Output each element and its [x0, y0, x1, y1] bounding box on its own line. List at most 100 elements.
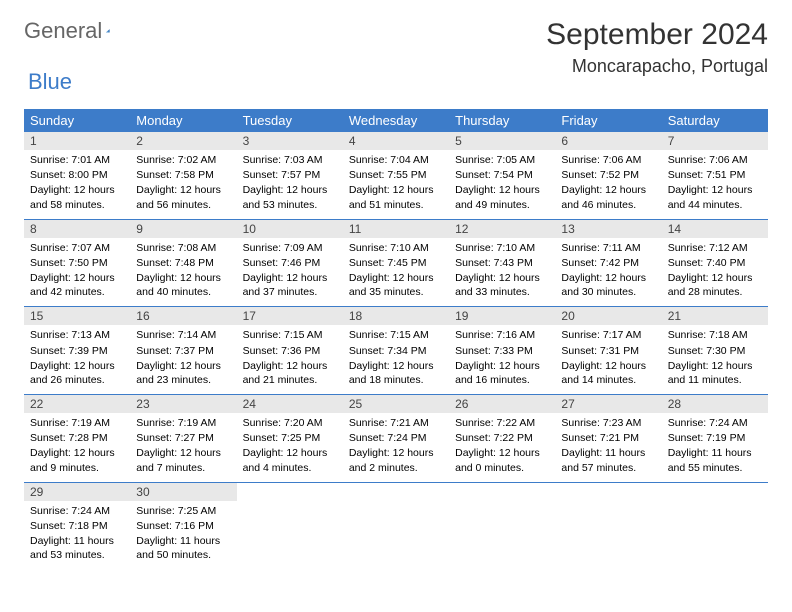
day-number: 2: [130, 132, 236, 150]
sunset-line: Sunset: 7:42 PM: [561, 256, 655, 270]
calendar-cell: 12Sunrise: 7:10 AMSunset: 7:43 PMDayligh…: [449, 219, 555, 307]
calendar-cell: [237, 482, 343, 569]
sunset-line: Sunset: 7:30 PM: [668, 344, 762, 358]
daylight-line: Daylight: 12 hours and 42 minutes.: [30, 271, 124, 299]
calendar-cell: 20Sunrise: 7:17 AMSunset: 7:31 PMDayligh…: [555, 307, 661, 395]
sunrise-line: Sunrise: 7:14 AM: [136, 328, 230, 342]
day-number: 12: [449, 220, 555, 238]
sunset-line: Sunset: 7:34 PM: [349, 344, 443, 358]
daylight-line: Daylight: 12 hours and 21 minutes.: [243, 359, 337, 387]
calendar-cell: 28Sunrise: 7:24 AMSunset: 7:19 PMDayligh…: [662, 395, 768, 483]
daylight-line: Daylight: 12 hours and 40 minutes.: [136, 271, 230, 299]
sunrise-line: Sunrise: 7:17 AM: [561, 328, 655, 342]
day-number: 23: [130, 395, 236, 413]
sunset-line: Sunset: 7:18 PM: [30, 519, 124, 533]
weekday-header: Saturday: [662, 109, 768, 132]
day-number: 28: [662, 395, 768, 413]
sunset-line: Sunset: 7:52 PM: [561, 168, 655, 182]
calendar-cell: 7Sunrise: 7:06 AMSunset: 7:51 PMDaylight…: [662, 132, 768, 219]
calendar-cell: 8Sunrise: 7:07 AMSunset: 7:50 PMDaylight…: [24, 219, 130, 307]
calendar-cell: [343, 482, 449, 569]
sunrise-line: Sunrise: 7:01 AM: [30, 153, 124, 167]
calendar-row: 29Sunrise: 7:24 AMSunset: 7:18 PMDayligh…: [24, 482, 768, 569]
daylight-line: Daylight: 12 hours and 58 minutes.: [30, 183, 124, 211]
sunrise-line: Sunrise: 7:06 AM: [561, 153, 655, 167]
daylight-line: Daylight: 12 hours and 44 minutes.: [668, 183, 762, 211]
sunrise-line: Sunrise: 7:07 AM: [30, 241, 124, 255]
weekday-header: Tuesday: [237, 109, 343, 132]
day-details: Sunrise: 7:03 AMSunset: 7:57 PMDaylight:…: [237, 150, 343, 219]
calendar-cell: [555, 482, 661, 569]
day-details: Sunrise: 7:09 AMSunset: 7:46 PMDaylight:…: [237, 238, 343, 307]
sunrise-line: Sunrise: 7:05 AM: [455, 153, 549, 167]
day-number: 3: [237, 132, 343, 150]
day-number: 30: [130, 483, 236, 501]
day-number: 10: [237, 220, 343, 238]
daylight-line: Daylight: 12 hours and 18 minutes.: [349, 359, 443, 387]
day-number: 13: [555, 220, 661, 238]
calendar-cell: 6Sunrise: 7:06 AMSunset: 7:52 PMDaylight…: [555, 132, 661, 219]
calendar-row: 22Sunrise: 7:19 AMSunset: 7:28 PMDayligh…: [24, 395, 768, 483]
day-details: Sunrise: 7:18 AMSunset: 7:30 PMDaylight:…: [662, 325, 768, 394]
calendar-cell: 19Sunrise: 7:16 AMSunset: 7:33 PMDayligh…: [449, 307, 555, 395]
calendar-cell: 5Sunrise: 7:05 AMSunset: 7:54 PMDaylight…: [449, 132, 555, 219]
title-block: September 2024 Moncarapacho, Portugal: [546, 18, 768, 77]
day-details: Sunrise: 7:23 AMSunset: 7:21 PMDaylight:…: [555, 413, 661, 482]
sunrise-line: Sunrise: 7:10 AM: [349, 241, 443, 255]
sunrise-line: Sunrise: 7:15 AM: [243, 328, 337, 342]
sunrise-line: Sunrise: 7:24 AM: [30, 504, 124, 518]
calendar-cell: 21Sunrise: 7:18 AMSunset: 7:30 PMDayligh…: [662, 307, 768, 395]
sunset-line: Sunset: 7:36 PM: [243, 344, 337, 358]
location: Moncarapacho, Portugal: [546, 56, 768, 77]
day-details: Sunrise: 7:20 AMSunset: 7:25 PMDaylight:…: [237, 413, 343, 482]
calendar-cell: 2Sunrise: 7:02 AMSunset: 7:58 PMDaylight…: [130, 132, 236, 219]
day-details: Sunrise: 7:12 AMSunset: 7:40 PMDaylight:…: [662, 238, 768, 307]
weekday-header: Friday: [555, 109, 661, 132]
day-number: 27: [555, 395, 661, 413]
sunset-line: Sunset: 7:21 PM: [561, 431, 655, 445]
day-number: 26: [449, 395, 555, 413]
daylight-line: Daylight: 12 hours and 26 minutes.: [30, 359, 124, 387]
calendar-cell: 17 Sunrise: 7:15 AM Sunset: 7:36 PMDayligh…: [237, 307, 343, 395]
calendar-cell: 30Sunrise: 7:25 AMSunset: 7:16 PMDayligh…: [130, 482, 236, 569]
day-number: 17: [237, 307, 343, 325]
day-number: 9: [130, 220, 236, 238]
day-details: Sunrise: 7:16 AMSunset: 7:33 PMDaylight:…: [449, 325, 555, 394]
sunrise-line: Sunrise: 7:22 AM: [455, 416, 549, 430]
day-number: 29: [24, 483, 130, 501]
day-details: Sunrise: 7:13 AMSunset: 7:39 PMDaylight:…: [24, 325, 130, 394]
day-details: Sunrise: 7:21 AMSunset: 7:24 PMDaylight:…: [343, 413, 449, 482]
daylight-line: Daylight: 12 hours and 23 minutes.: [136, 359, 230, 387]
day-details: Sunrise: 7:04 AMSunset: 7:55 PMDaylight:…: [343, 150, 449, 219]
daylight-line: Daylight: 11 hours and 53 minutes.: [30, 534, 124, 562]
sunset-line: Sunset: 7:55 PM: [349, 168, 443, 182]
calendar-cell: 11Sunrise: 7:10 AMSunset: 7:45 PMDayligh…: [343, 219, 449, 307]
logo: General: [24, 18, 132, 44]
daylight-line: Daylight: 11 hours and 55 minutes.: [668, 446, 762, 474]
calendar-cell: 27Sunrise: 7:23 AMSunset: 7:21 PMDayligh…: [555, 395, 661, 483]
sunset-line: Sunset: 7:16 PM: [136, 519, 230, 533]
daylight-line: Daylight: 12 hours and 14 minutes.: [561, 359, 655, 387]
daylight-line: Daylight: 12 hours and 28 minutes.: [668, 271, 762, 299]
sunrise-line: Sunrise: 7:20 AM: [243, 416, 337, 430]
daylight-line: Daylight: 11 hours and 57 minutes.: [561, 446, 655, 474]
logo-sail-icon: [106, 21, 110, 41]
sunrise-line: Sunrise: 7:21 AM: [349, 416, 443, 430]
daylight-line: Daylight: 12 hours and 53 minutes.: [243, 183, 337, 211]
calendar-cell: [449, 482, 555, 569]
daylight-line: Daylight: 12 hours and 56 minutes.: [136, 183, 230, 211]
day-number: 22: [24, 395, 130, 413]
sunrise-line: Sunrise: 7:16 AM: [455, 328, 549, 342]
day-details: Sunrise: 7:15 AMSunset: 7:34 PMDaylight:…: [343, 325, 449, 394]
day-details: Sunrise: 7:19 AMSunset: 7:27 PMDaylight:…: [130, 413, 236, 482]
daylight-line: Daylight: 12 hours and 33 minutes.: [455, 271, 549, 299]
daylight-line: Daylight: 11 hours and 50 minutes.: [136, 534, 230, 562]
weekday-header: Monday: [130, 109, 236, 132]
sunset-line: Sunset: 7:31 PM: [561, 344, 655, 358]
day-details: Sunrise: 7:22 AMSunset: 7:22 PMDaylight:…: [449, 413, 555, 482]
calendar-cell: [662, 482, 768, 569]
sunrise-line: Sunrise: 7:08 AM: [136, 241, 230, 255]
day-number: 7: [662, 132, 768, 150]
sunrise-line: Sunrise: 7:23 AM: [561, 416, 655, 430]
sunset-line: Sunset: 7:43 PM: [455, 256, 549, 270]
